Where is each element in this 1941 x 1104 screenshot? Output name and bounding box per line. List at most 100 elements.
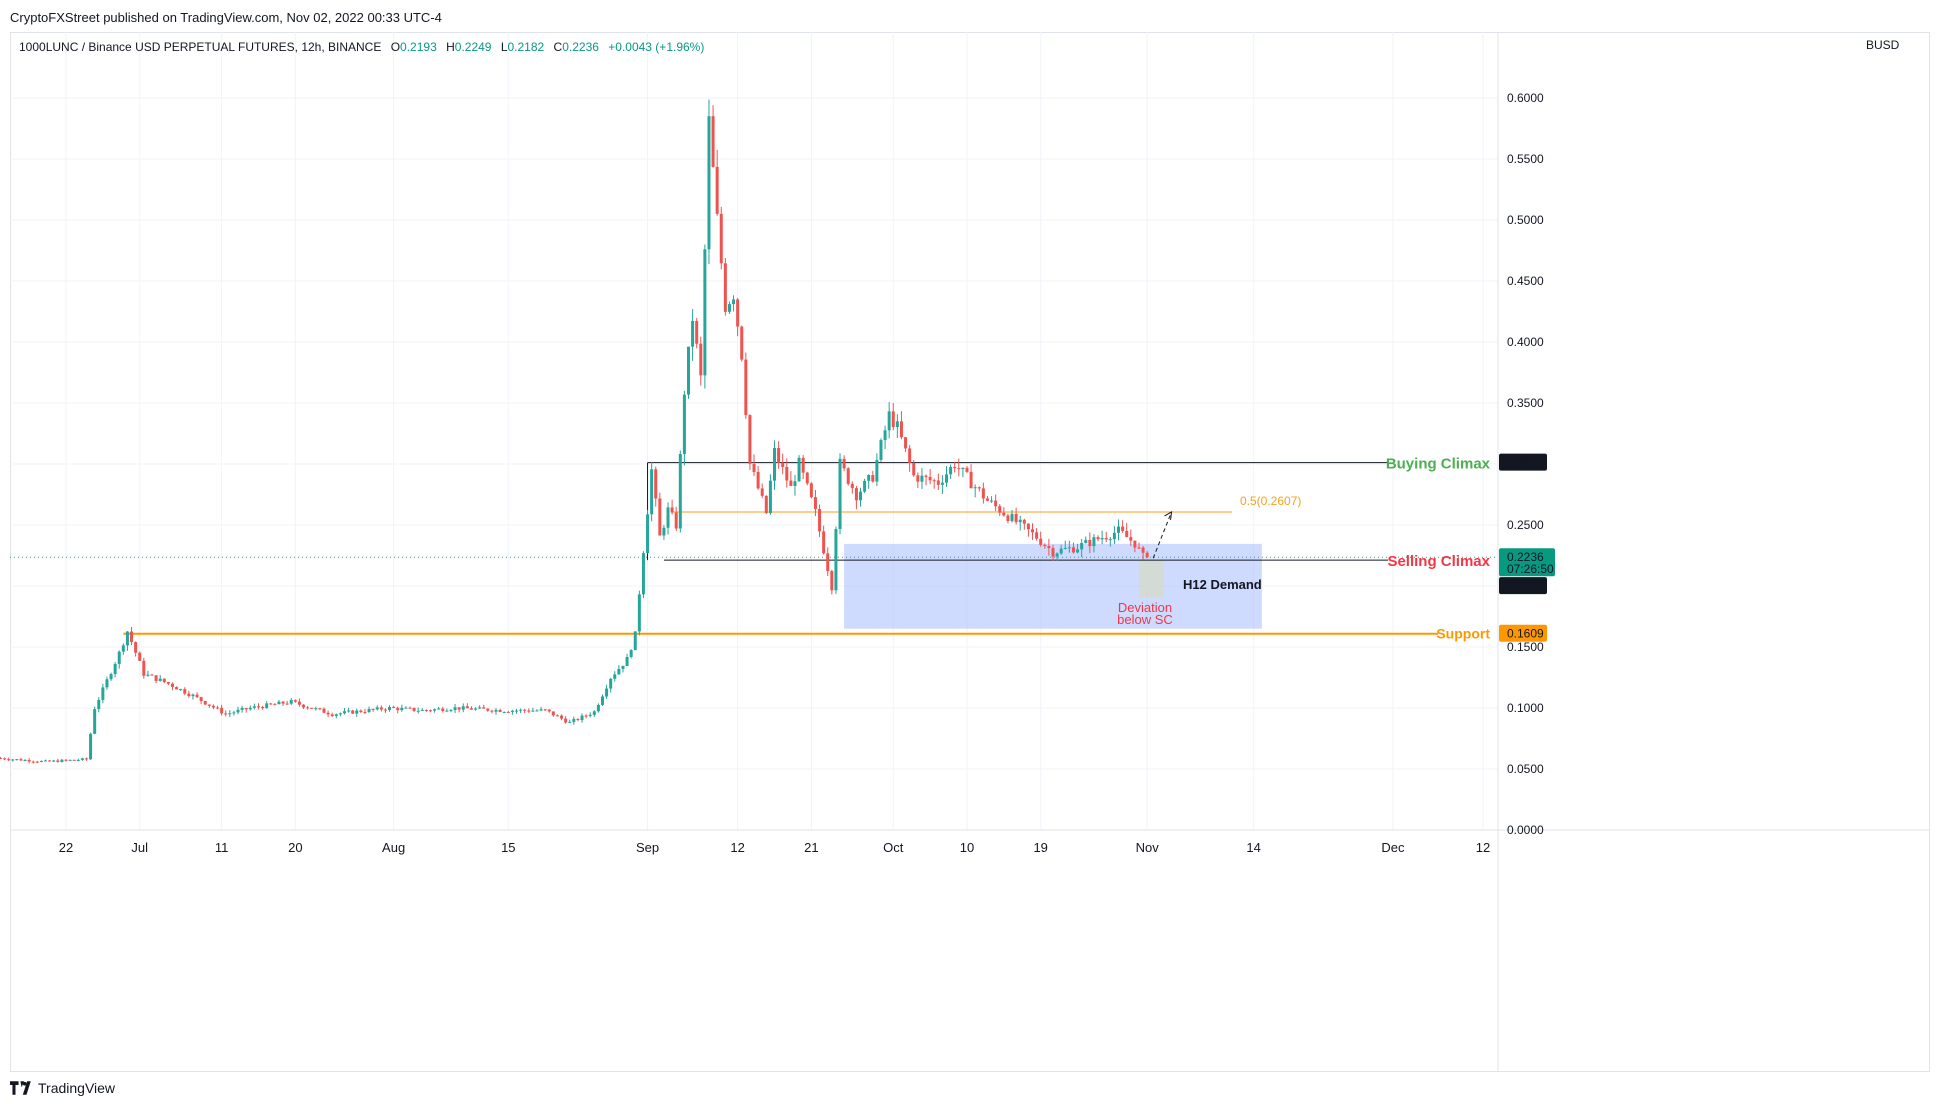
candle-body	[527, 710, 531, 712]
candle-body	[3, 758, 7, 760]
candle-body	[686, 346, 690, 395]
candle-body	[826, 553, 830, 572]
candle-body	[641, 553, 645, 595]
candle-body	[1112, 532, 1116, 540]
candle-body	[695, 320, 699, 344]
candle-body	[138, 652, 142, 661]
candle-body	[887, 411, 891, 431]
candle-body	[867, 475, 871, 481]
candle-body	[478, 707, 482, 709]
candle-body	[580, 715, 584, 721]
candle-body	[1006, 515, 1010, 522]
candle-body	[134, 642, 138, 653]
symbol-legend: 1000LUNC / Binance USD PERPETUAL FUTURES…	[19, 40, 704, 54]
candle-body	[506, 711, 510, 713]
candle-body	[797, 457, 801, 482]
candle-body	[756, 471, 760, 489]
selling-climax-tag-text: 0.2212	[1507, 579, 1544, 593]
x-tick-label: 14	[1246, 840, 1260, 855]
candle-body	[203, 701, 207, 705]
candle-body	[375, 707, 379, 710]
last-price-box	[1499, 548, 1555, 577]
candle-body	[469, 708, 473, 710]
candle-body	[416, 710, 420, 712]
deviation-label-1: Deviation	[1118, 600, 1172, 615]
candle-body	[445, 710, 449, 712]
candle-body	[1080, 542, 1084, 550]
support-tag-text: 0.1609	[1507, 627, 1544, 641]
candle-body	[101, 687, 105, 700]
candle-body	[322, 708, 326, 713]
candle-body	[875, 459, 879, 482]
candle-body	[1043, 544, 1047, 547]
candle-body	[1121, 526, 1125, 531]
y-tick-label: 0.2500	[1507, 518, 1544, 532]
candle-body	[379, 707, 383, 710]
buying-climax-tag-box	[1499, 453, 1547, 471]
candle-body	[1133, 540, 1137, 548]
candle-body	[179, 689, 183, 691]
low-label: L	[500, 40, 508, 54]
candle-body	[928, 476, 932, 481]
candle-body	[19, 759, 23, 761]
candle-body	[961, 467, 965, 469]
candle-body	[52, 760, 56, 762]
candle-body	[773, 447, 776, 481]
candle-body	[1092, 537, 1096, 547]
candle-body	[551, 711, 555, 716]
change-value: +0.0043 (+1.96%)	[608, 40, 705, 54]
candle-body	[15, 759, 19, 761]
candle-body	[744, 359, 748, 416]
candle-body	[994, 500, 998, 507]
x-tick-label: 21	[804, 840, 818, 855]
candle-body	[1026, 523, 1030, 530]
x-axis[interactable]: 22 Jul 11 20 Aug 15 Sep 12 21 Oct 10 19 Nov 14 Dec 12	[59, 840, 1490, 855]
candle-body	[187, 693, 191, 697]
candle-body	[572, 719, 576, 722]
y-axis[interactable]: 0.6000 0.5500 0.5000 0.4500 0.4000 0.3500 0.25…	[1499, 91, 1555, 837]
candle-body	[199, 697, 203, 702]
candle-body	[748, 415, 752, 464]
selling-climax-tag-box	[1499, 577, 1547, 595]
candle-body	[576, 719, 580, 721]
candle-body	[310, 707, 314, 709]
selling-climax-label: Selling Climax	[1387, 553, 1490, 570]
candle-body	[56, 760, 60, 762]
candle-body	[248, 707, 252, 710]
candle-body	[699, 343, 703, 376]
candle-body	[261, 707, 265, 709]
x-tick-label: 10	[960, 840, 974, 855]
open-value: 0.2193	[400, 40, 437, 54]
candle-body	[392, 706, 396, 708]
candle-body	[678, 454, 682, 529]
candle-body	[48, 760, 52, 762]
candle-body	[1096, 537, 1100, 540]
chart-frame[interactable]	[10, 32, 1930, 1072]
x-tick-label: Oct	[883, 840, 904, 855]
candle-body	[646, 514, 650, 554]
candle-body	[302, 704, 306, 708]
candle-body	[318, 708, 322, 710]
candle-body	[588, 714, 592, 716]
candle-body	[35, 761, 39, 763]
x-tick-label: 19	[1033, 840, 1047, 855]
candle-body	[232, 712, 236, 714]
candle-body	[764, 495, 768, 513]
candle-body	[240, 707, 244, 710]
candle-body	[1022, 519, 1026, 524]
tradingview-footer[interactable]: TradingView	[10, 1077, 115, 1099]
candle-body	[846, 468, 850, 484]
candle-body	[1010, 513, 1014, 522]
candle-body	[727, 304, 731, 312]
candle-body	[449, 710, 453, 712]
candle-body	[191, 694, 195, 697]
low-value: 0.2182	[507, 40, 545, 54]
candle-body	[859, 491, 863, 501]
candle-body	[560, 715, 564, 719]
candle-body	[269, 703, 273, 705]
candle-body	[11, 759, 15, 761]
candle-body	[674, 512, 678, 529]
candle-body	[359, 710, 363, 712]
candle-body	[924, 475, 928, 477]
